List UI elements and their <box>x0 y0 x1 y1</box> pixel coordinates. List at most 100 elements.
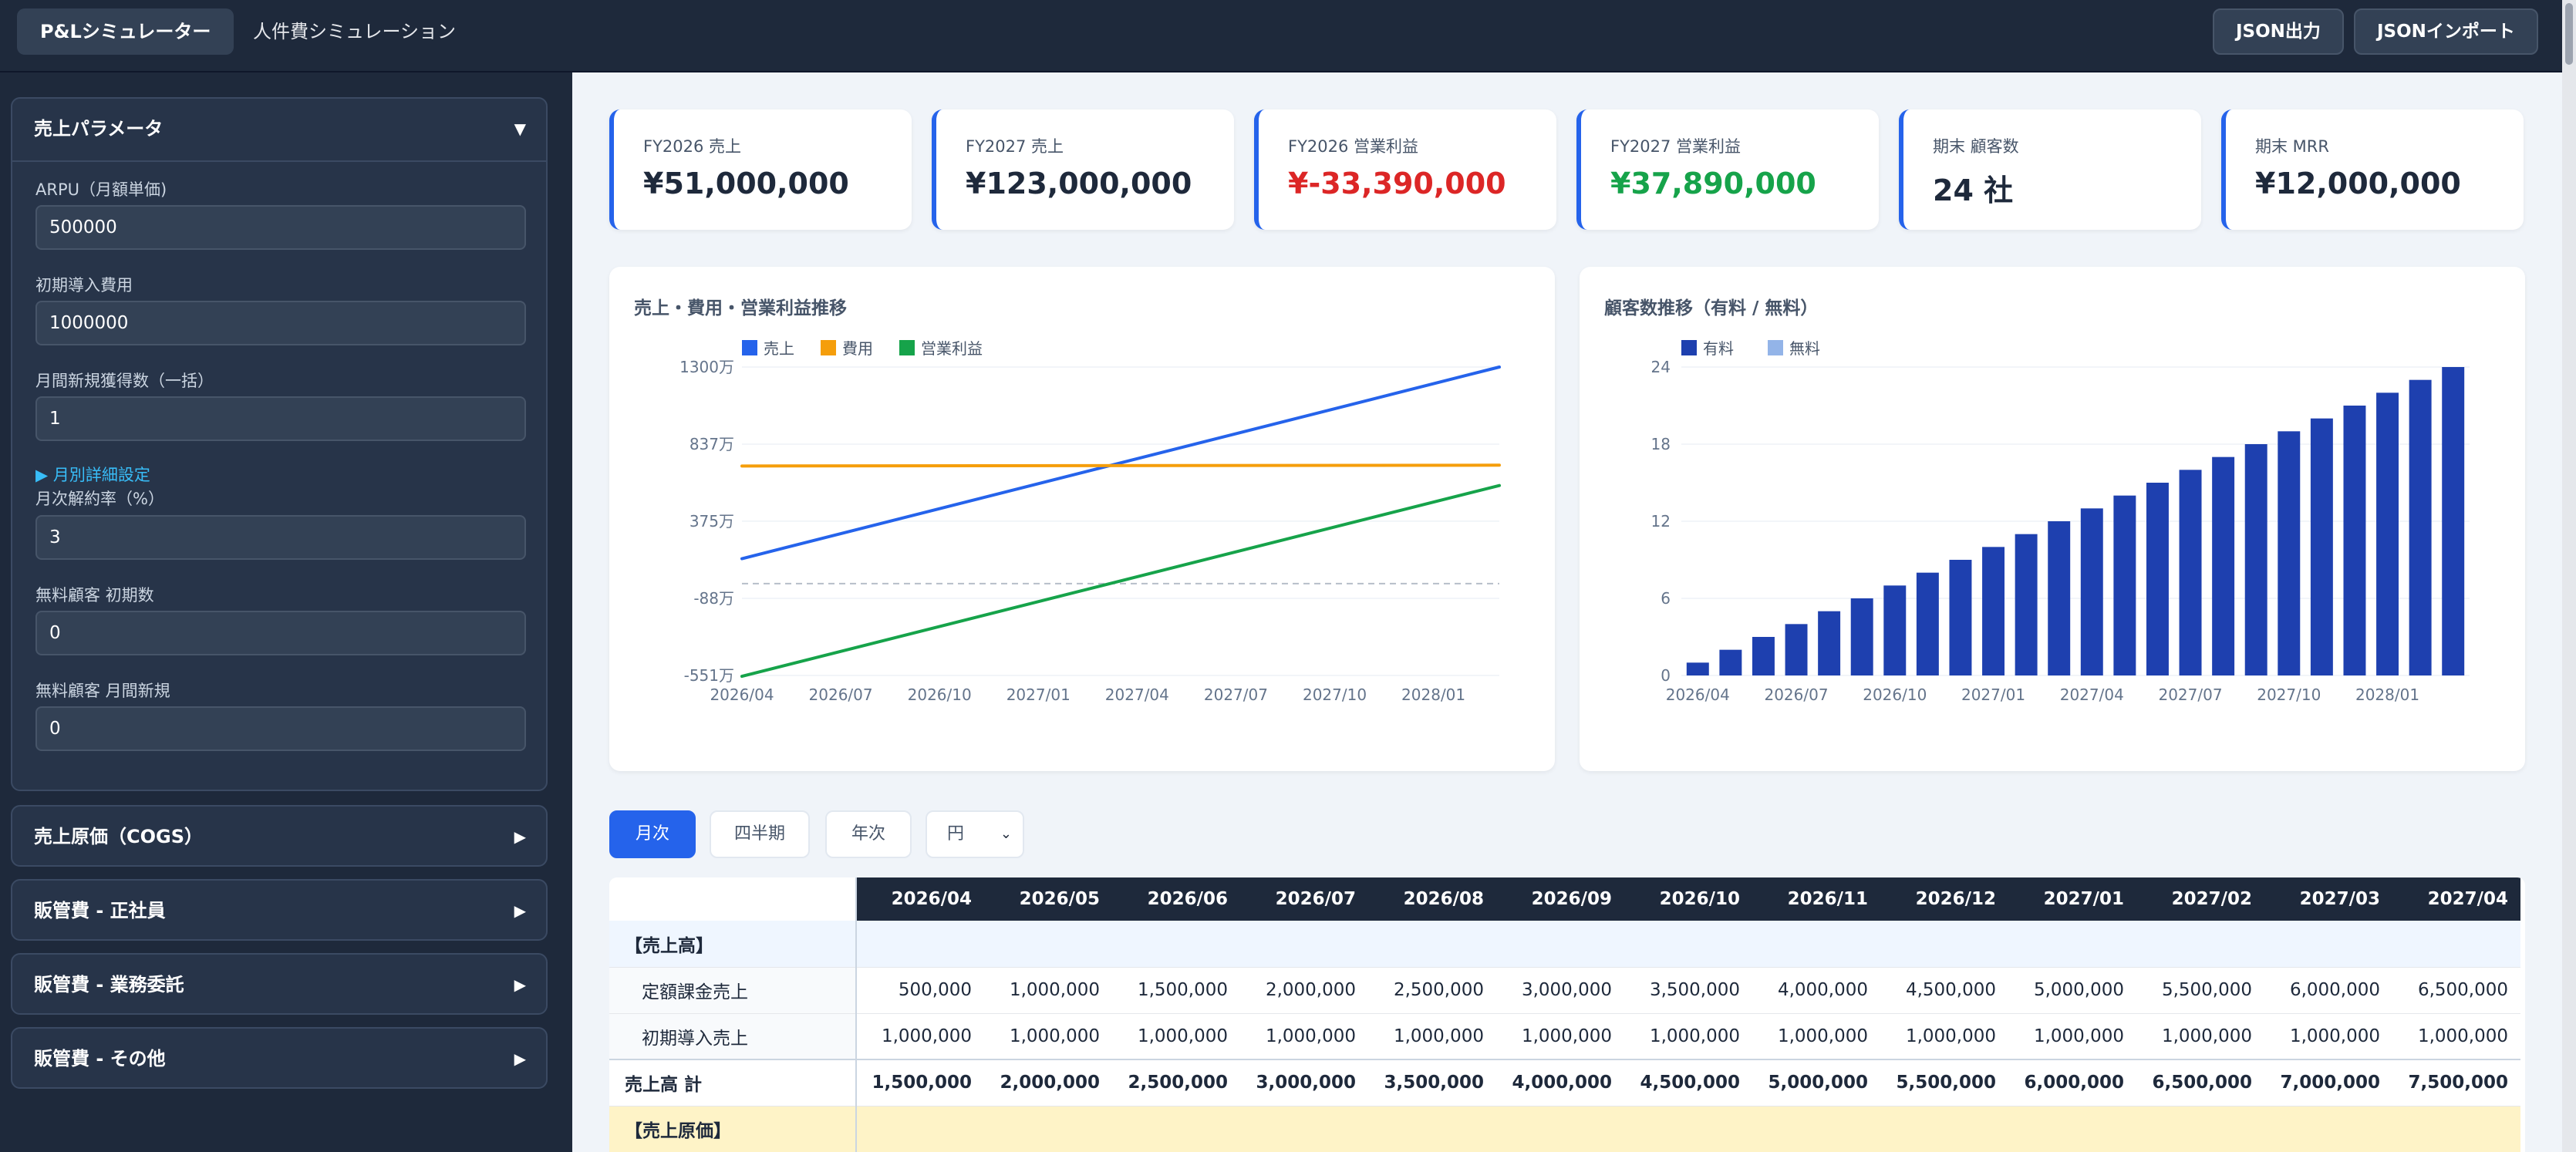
section-title: 販管費 - その他 <box>34 1048 166 1069</box>
initial-fee-label: 初期導入費用 <box>35 276 133 295</box>
row-label: 初期導入売上 <box>609 1013 857 1060</box>
kpi-card-end-customers: 期末 顧客数 24 社 <box>1899 109 2201 230</box>
initial-fee-input[interactable]: 1000000 <box>35 301 526 345</box>
sga-other-section[interactable]: 販管費 - その他 ▶ <box>11 1027 548 1089</box>
json-import-button[interactable]: JSONインポート <box>2354 8 2538 55</box>
bar-paid <box>1949 560 1972 675</box>
chevron-right-icon: ▶ <box>514 975 526 994</box>
table-cell: 1,000,000 <box>1112 1013 1240 1060</box>
row-label: 【売上原価】 <box>609 1106 857 1152</box>
x-tick-label: 2027/04 <box>1105 685 1169 704</box>
x-tick-label: 2027/10 <box>2257 685 2321 704</box>
column-header: 2026/10 <box>1624 877 1752 921</box>
table-cell: 4,000,000 <box>1752 967 1880 1014</box>
sga-contractors-section[interactable]: 販管費 - 業務委託 ▶ <box>11 953 548 1015</box>
chevron-down-icon: ⌄ <box>1000 826 1012 842</box>
x-tick-label: 2026/07 <box>1764 685 1828 704</box>
bar-paid <box>2048 521 2071 675</box>
bar-paid <box>2015 534 2038 675</box>
bar-paid <box>1916 572 1939 675</box>
bar-paid <box>1982 547 2005 675</box>
view-quarterly-button[interactable]: 四半期 <box>710 810 810 858</box>
y-tick-label: 375万 <box>690 512 734 531</box>
table-cell <box>2008 1106 2136 1152</box>
customer-trend-chart-card: 顧客数推移（有料 / 無料） 有料 無料 24 18 12 6 0 2026/04 2026/0… <box>1580 267 2525 771</box>
x-tick-label: 2027/01 <box>1961 685 2025 704</box>
sga-employees-section[interactable]: 販管費 - 正社員 ▶ <box>11 879 548 941</box>
kpi-label: FY2027 営業利益 <box>1610 137 1741 156</box>
top-bar: P&Lシミュレーター 人件費シミュレーション JSON出力 JSONインポート <box>0 0 2576 72</box>
sidebar: 売上パラメータ ▼ ARPU（月額単価) 500000 初期導入費用 10000… <box>0 72 572 1152</box>
tab-personnel-simulation[interactable]: 人件費シミュレーション <box>230 8 479 55</box>
sga-contractors-header[interactable]: 販管費 - 業務委託 ▶ <box>12 955 546 1016</box>
bar-paid <box>2113 495 2136 675</box>
row-label: 【売上高】 <box>609 921 857 968</box>
scrollbar[interactable] <box>2562 0 2576 1152</box>
x-tick-label: 2028/01 <box>2355 685 2419 704</box>
chevron-right-icon: ▶ <box>514 1049 526 1068</box>
cogs-header[interactable]: 売上原価（COGS） ▶ <box>12 807 546 868</box>
table-row: 【売上高】 <box>609 921 2520 968</box>
bar-paid <box>1719 649 1742 675</box>
revenue-params-header[interactable]: 売上パラメータ ▼ <box>12 99 546 160</box>
column-header: 2027/01 <box>2008 877 2136 921</box>
arpu-input[interactable]: 500000 <box>35 205 526 250</box>
table-cell: 1,000,000 <box>2264 1013 2392 1060</box>
x-tick-label: 2026/10 <box>1863 685 1927 704</box>
table-cell <box>2136 1106 2264 1152</box>
table-cell: 2,000,000 <box>1240 967 1368 1014</box>
table-cell <box>1112 1106 1240 1152</box>
table-cell: 1,000,000 <box>856 1013 984 1060</box>
section-title: 販管費 - 正社員 <box>34 900 166 921</box>
chevron-down-icon: ▼ <box>514 120 526 138</box>
series-line-operating-profit <box>740 483 1501 679</box>
table-cell: 500,000 <box>856 967 984 1014</box>
kpi-label: 期末 MRR <box>2255 137 2329 156</box>
cogs-section[interactable]: 売上原価（COGS） ▶ <box>11 805 548 867</box>
y-tick-label: 6 <box>1661 589 1671 608</box>
section-title: 販管費 - 業務委託 <box>34 974 184 995</box>
legend-label: 売上 <box>764 339 794 358</box>
column-header: 2026/08 <box>1368 877 1496 921</box>
bar-paid <box>2343 406 2366 675</box>
free-monthly-input[interactable]: 0 <box>35 706 526 751</box>
free-monthly-label: 無料顧客 月間新規 <box>35 682 170 700</box>
free-initial-input[interactable]: 0 <box>35 611 526 655</box>
table-cell: 1,000,000 <box>1368 1013 1496 1060</box>
main-content: FY2026 売上 ¥51,000,000 FY2027 売上 ¥123,000… <box>572 72 2562 1152</box>
sga-other-header[interactable]: 販管費 - その他 ▶ <box>12 1029 546 1090</box>
view-yearly-button[interactable]: 年次 <box>825 810 912 858</box>
sga-employees-header[interactable]: 販管費 - 正社員 ▶ <box>12 881 546 942</box>
unit-select-value: 円 <box>947 824 965 844</box>
table-corner-cell <box>609 877 857 921</box>
bar-paid <box>1850 598 1873 675</box>
monthly-detail-link[interactable]: ▶ 月別詳細設定 <box>35 466 150 484</box>
kpi-card-fy2026-revenue: FY2026 売上 ¥51,000,000 <box>609 109 912 230</box>
monthly-new-input[interactable]: 1 <box>35 396 526 441</box>
table-cell: 5,500,000 <box>1880 1059 2008 1107</box>
tab-pl-simulator[interactable]: P&Lシミュレーター <box>17 8 234 55</box>
scrollbar-thumb[interactable] <box>2565 3 2573 65</box>
table-cell: 7,000,000 <box>2264 1059 2392 1107</box>
unit-select[interactable]: 円 ⌄ <box>926 810 1024 858</box>
view-monthly-button[interactable]: 月次 <box>609 810 696 858</box>
x-tick-label: 2027/01 <box>1006 685 1071 704</box>
chart-title: 顧客数推移（有料 / 無料） <box>1604 298 1819 318</box>
column-header: 2026/11 <box>1752 877 1880 921</box>
column-header: 2026/12 <box>1880 877 2008 921</box>
table-cell: 1,000,000 <box>1496 1013 1624 1060</box>
chart-title: 売上・費用・営業利益推移 <box>634 298 847 318</box>
bar-paid <box>2212 456 2235 675</box>
y-tick-label: -551万 <box>684 666 734 685</box>
churn-rate-input[interactable]: 3 <box>35 515 526 560</box>
table-cell: 6,500,000 <box>2392 967 2520 1014</box>
legend-label: 費用 <box>842 339 873 358</box>
table-cell: 6,500,000 <box>2136 1059 2264 1107</box>
kpi-value: ¥123,000,000 <box>966 167 1192 200</box>
kpi-value: ¥51,000,000 <box>643 167 849 200</box>
json-export-button[interactable]: JSON出力 <box>2213 8 2344 55</box>
x-tick-label: 2026/04 <box>710 685 774 704</box>
bar-paid <box>1818 611 1841 675</box>
kpi-label: FY2027 売上 <box>966 137 1064 156</box>
table-cell <box>1368 1106 1496 1152</box>
